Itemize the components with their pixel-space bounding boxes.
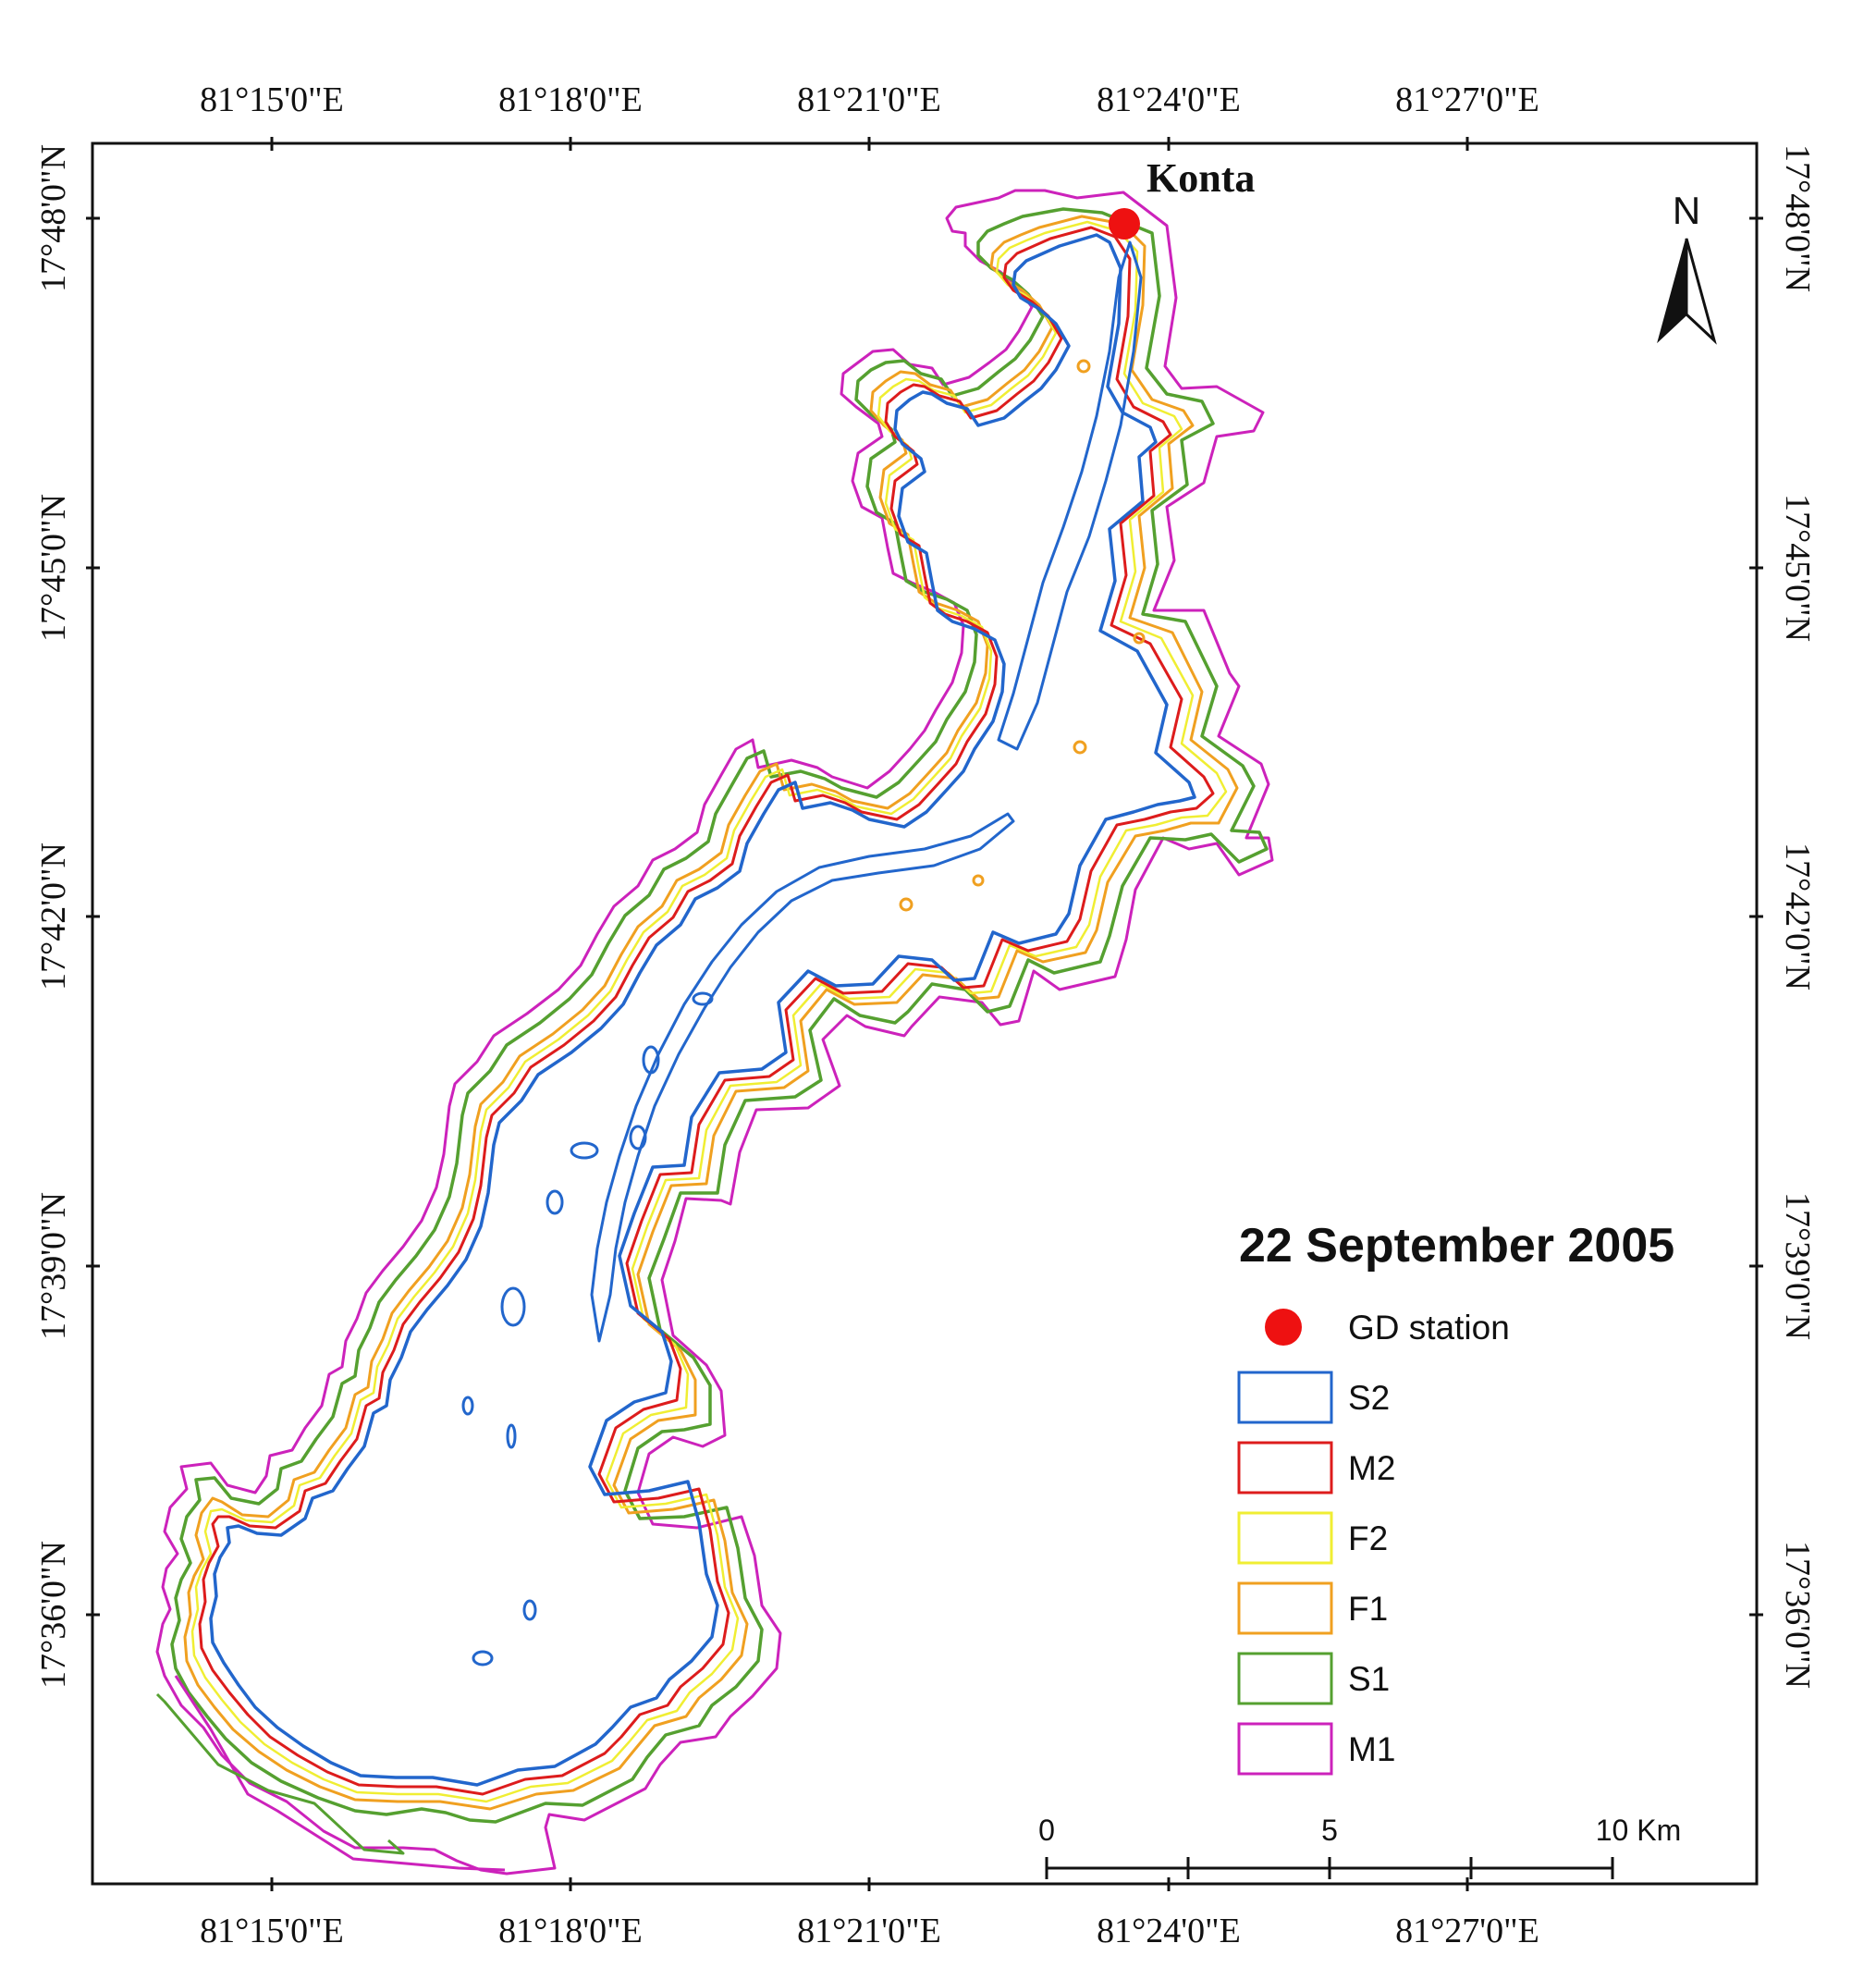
left-latitude-axis: 17°48'0"N 17°45'0"N 17°42'0"N 17°39'0"N … xyxy=(34,144,100,1689)
top-lon-label-4: 81°24'0"E xyxy=(1097,80,1241,119)
outline-f2 xyxy=(190,220,1228,1803)
top-lon-label-2: 81°18'0"E xyxy=(498,80,643,119)
legend-s2-label: S2 xyxy=(1348,1379,1390,1417)
shallow-patches xyxy=(899,359,1146,912)
island-patch-2 xyxy=(472,1650,494,1667)
scale-label-10: 10 Km xyxy=(1596,1814,1681,1847)
shallow-patch-2 xyxy=(1133,632,1146,645)
map-frame xyxy=(91,141,1759,1886)
legend: 22 September 2005 GD station S2 M2 F2 F1… xyxy=(1237,1219,1674,1776)
island-patch-1 xyxy=(522,1599,537,1621)
gd-station-marker[interactable] xyxy=(1109,208,1140,240)
outline-s1-southwest-spur xyxy=(155,1692,405,1855)
left-lat-label-1: 17°48'0"N xyxy=(34,144,73,292)
legend-f1-label: F1 xyxy=(1348,1590,1388,1628)
right-lat-label-3: 17°42'0"N xyxy=(1778,843,1817,990)
island-patch-7 xyxy=(642,1045,660,1075)
scale-bar: 0 5 10 Km xyxy=(1038,1814,1681,1879)
legend-gd-station-symbol xyxy=(1265,1309,1302,1346)
island-patch-3 xyxy=(506,1423,517,1449)
north-arrow-label: N xyxy=(1673,189,1700,232)
legend-m1-symbol xyxy=(1237,1722,1333,1776)
scale-label-5: 5 xyxy=(1321,1814,1338,1847)
place-label-konta: Konta xyxy=(1146,155,1255,201)
left-lat-label-3: 17°42'0"N xyxy=(34,843,73,990)
island-patch-5 xyxy=(546,1189,564,1215)
outline-m1-southwest-spur xyxy=(174,1675,506,1872)
north-arrow-left-half xyxy=(1657,238,1687,344)
legend-f1-symbol xyxy=(1237,1581,1333,1635)
bottom-longitude-axis: 81°15'0"E 81°18'0"E 81°21'0"E 81°24'0"E … xyxy=(200,1877,1539,1950)
shallow-patch-1 xyxy=(1073,740,1087,755)
shallow-patch-4 xyxy=(972,874,985,887)
outline-m1 xyxy=(155,189,1274,1876)
right-latitude-axis: 17°48'0"N 17°45'0"N 17°42'0"N 17°39'0"N … xyxy=(1749,144,1817,1689)
top-lon-label-1: 81°15'0"E xyxy=(200,80,344,119)
left-lat-label-4: 17°39'0"N xyxy=(34,1192,73,1340)
top-longitude-axis: 81°15'0"E 81°18'0"E 81°21'0"E 81°24'0"E … xyxy=(200,80,1539,151)
legend-s1-label: S1 xyxy=(1348,1660,1390,1698)
outline-m2 xyxy=(198,226,1215,1796)
north-arrow: N xyxy=(1657,189,1717,345)
legend-f2-symbol xyxy=(1237,1511,1333,1565)
outline-s1 xyxy=(170,207,1269,1824)
legend-m1-label: M1 xyxy=(1348,1730,1395,1768)
island-patch-4 xyxy=(500,1286,526,1327)
outline-s2-channel-west xyxy=(590,812,1015,1343)
outline-s2 xyxy=(209,233,1196,1787)
shallow-patch-3 xyxy=(899,897,913,912)
bottom-lon-label-5: 81°27'0"E xyxy=(1395,1912,1539,1950)
bottom-lon-label-1: 81°15'0"E xyxy=(200,1912,344,1950)
bottom-lon-label-4: 81°24'0"E xyxy=(1097,1912,1241,1950)
right-lat-label-1: 17°48'0"N xyxy=(1778,144,1817,292)
island-patch-8 xyxy=(692,991,714,1006)
bottom-lon-label-3: 81°21'0"E xyxy=(797,1912,941,1950)
inundation-outlines xyxy=(155,189,1274,1876)
shallow-patch-5 xyxy=(1076,359,1091,374)
scale-label-0: 0 xyxy=(1038,1814,1055,1847)
legend-m2-label: M2 xyxy=(1348,1449,1395,1487)
legend-s1-symbol xyxy=(1237,1652,1333,1705)
left-lat-label-2: 17°45'0"N xyxy=(34,494,73,642)
legend-gd-station-label: GD station xyxy=(1348,1309,1510,1347)
legend-title: 22 September 2005 xyxy=(1239,1219,1674,1273)
island-patches xyxy=(461,991,714,1667)
bottom-lon-label-2: 81°18'0"E xyxy=(498,1912,643,1950)
island-patch-9 xyxy=(461,1396,474,1416)
right-lat-label-5: 17°36'0"N xyxy=(1778,1541,1817,1689)
legend-s2-symbol xyxy=(1237,1371,1333,1424)
legend-f2-label: F2 xyxy=(1348,1519,1388,1557)
left-lat-label-5: 17°36'0"N xyxy=(34,1541,73,1689)
top-lon-label-5: 81°27'0"E xyxy=(1395,80,1539,119)
outline-s2-channel-north xyxy=(997,240,1143,751)
right-lat-label-2: 17°45'0"N xyxy=(1778,494,1817,642)
north-arrow-right-half xyxy=(1685,238,1717,345)
outline-f1 xyxy=(183,215,1239,1811)
island-patch-6 xyxy=(570,1141,599,1160)
legend-m2-symbol xyxy=(1237,1441,1333,1494)
top-lon-label-3: 81°21'0"E xyxy=(797,80,941,119)
island-patch-10 xyxy=(629,1125,647,1150)
right-lat-label-4: 17°39'0"N xyxy=(1778,1192,1817,1340)
